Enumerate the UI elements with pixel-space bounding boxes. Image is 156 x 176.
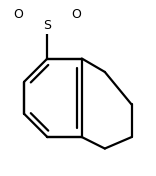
Text: NH₂: NH₂ (35, 0, 59, 2)
Text: O: O (71, 8, 81, 21)
Text: S: S (43, 20, 51, 33)
Text: O: O (14, 8, 24, 21)
